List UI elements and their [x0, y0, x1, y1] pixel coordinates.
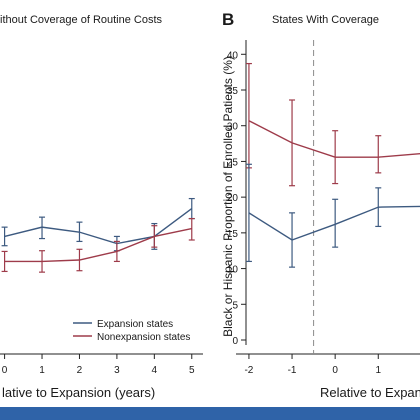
series-line-expansion: [4, 208, 193, 245]
y-tick-label: 5: [232, 300, 238, 311]
x-axis-label: Relative to Expan: [320, 385, 420, 400]
x-tick-label: 2: [77, 365, 83, 376]
y-tick-label: 35: [227, 86, 239, 97]
x-tick-label: 0: [2, 365, 8, 376]
panel-b: B States With Coverage0510152025303540Bla…: [221, 10, 420, 400]
x-tick-label: 3: [114, 365, 120, 376]
bottom-banner-strip: [0, 407, 420, 420]
y-tick-label: 30: [227, 122, 239, 133]
panel-b-letter: B: [222, 10, 234, 29]
panel-b-title: States With Coverage: [272, 14, 379, 26]
series-line-nonexpansion: [248, 120, 420, 158]
x-tick-label: 4: [152, 365, 158, 376]
y-tick-label: 10: [227, 265, 239, 276]
x-tick-label: 5: [189, 365, 195, 376]
x-tick-label: 1: [39, 365, 45, 376]
x-tick-label: 0: [332, 365, 338, 376]
y-tick-label: 15: [227, 229, 239, 240]
x-tick-label: -2: [244, 365, 253, 376]
panel-a: ithout Coverage of Routine Costs 0 1 2 3 4 5 la…: [0, 14, 203, 400]
legend-entry: Expansion states: [97, 319, 173, 330]
series-line-expansion: [248, 205, 420, 241]
y-tick-label: 40: [227, 50, 239, 61]
x-tick-label: 1: [375, 365, 381, 376]
x-tick-label: -1: [288, 365, 297, 376]
legend-entry: Nonexpansion states: [97, 332, 190, 343]
series-line-nonexpansion: [4, 227, 192, 263]
y-tick-label: 25: [227, 157, 239, 168]
y-axis-label: Black or Hispanic Proportion of Enrolled…: [221, 56, 235, 337]
y-tick-label: 0: [232, 336, 238, 347]
x-axis-label: lative to Expansion (years): [2, 385, 155, 400]
y-tick-label: 20: [227, 193, 239, 204]
panel-a-title: ithout Coverage of Routine Costs: [0, 14, 163, 26]
